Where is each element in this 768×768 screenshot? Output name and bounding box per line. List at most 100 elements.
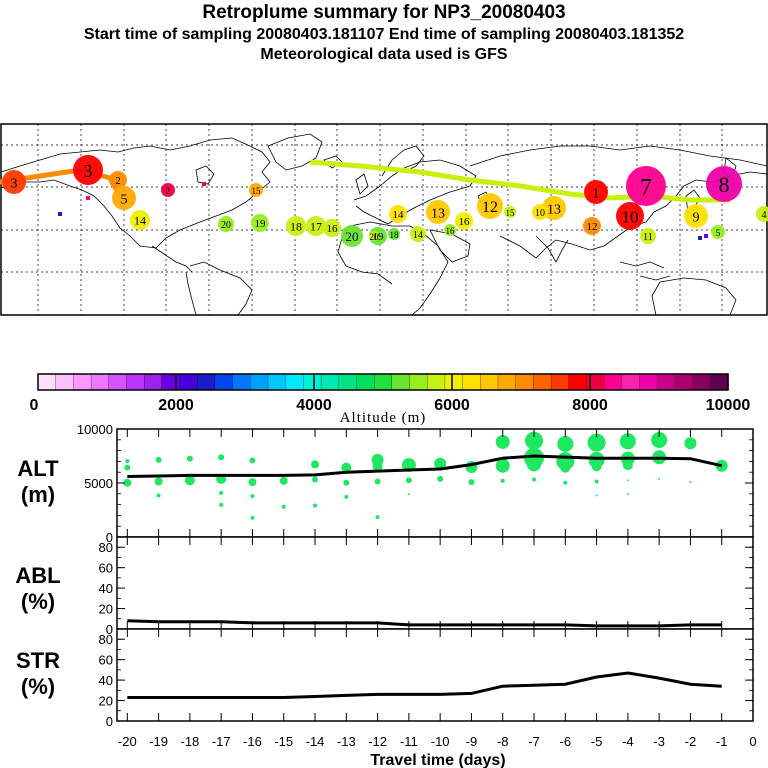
alt-panel-unit: (m) <box>21 482 55 507</box>
alt-plume-dot <box>619 433 636 450</box>
colorbar-cell <box>409 373 428 391</box>
plume-dot <box>444 224 456 236</box>
y-tick-label: 80 <box>99 540 113 555</box>
x-tick-label: -15 <box>274 734 293 749</box>
colorbar-tick-label: 10000 <box>706 397 751 414</box>
plume-day-label: 20 <box>370 232 380 242</box>
y-tick-label: 0 <box>106 530 113 545</box>
plume-day-label: 2 <box>115 175 121 187</box>
y-tick-label: 10000 <box>77 422 113 437</box>
alt-plume-dot <box>437 475 444 482</box>
x-tick-label: -14 <box>306 734 325 749</box>
plume-dot <box>532 204 548 220</box>
plume-day-label: 16 <box>459 216 471 228</box>
alt-plume-dot <box>372 461 383 472</box>
colorbar-cell <box>586 373 605 391</box>
colorbar-cell <box>179 373 198 391</box>
colorbar-cell <box>232 373 251 391</box>
plume-day-label: 9 <box>693 210 700 225</box>
alt-plume-dot <box>312 476 319 483</box>
colorbar-cell <box>161 373 181 391</box>
alt-plume-dots <box>123 431 728 520</box>
alt-plume-dot <box>249 457 256 464</box>
plume-dot <box>73 155 103 185</box>
colorbar-cell <box>108 373 128 391</box>
plume-day-label: 12 <box>587 221 598 233</box>
colorbar-cell <box>462 373 481 391</box>
y-tick-label: 5000 <box>84 476 113 491</box>
alt-plume-dot <box>500 478 505 483</box>
plume-day-label: 15 <box>506 208 516 218</box>
plume-marker <box>58 212 62 216</box>
colorbar-cell <box>285 373 305 391</box>
y-tick-label: 60 <box>99 653 113 668</box>
x-tick-label: -4 <box>622 734 634 749</box>
plume-marker <box>202 182 206 186</box>
alt-plume-dot <box>587 433 606 452</box>
plume-day-label: 7 <box>640 175 652 201</box>
x-tick-label: -10 <box>431 734 450 749</box>
plume-day-label: 20 <box>346 229 359 244</box>
x-tick-label: -13 <box>337 734 356 749</box>
alt-plume-dot <box>250 494 255 499</box>
plume-dot <box>218 216 234 232</box>
alt-plume-dot <box>594 479 599 484</box>
plume-dot <box>504 206 516 218</box>
colorbar-tick-label: 2000 <box>158 397 194 414</box>
x-tick-label: -18 <box>180 734 199 749</box>
x-tick-label: -17 <box>212 734 231 749</box>
plume-dot <box>323 219 341 237</box>
plume-dot <box>2 170 26 194</box>
x-tick-label: -11 <box>400 734 418 749</box>
y-tick-label: 40 <box>99 673 113 688</box>
colorbar-cells <box>37 373 729 391</box>
x-tick-label: -1 <box>716 734 728 749</box>
plume-day-label: 16 <box>327 223 339 235</box>
plume-day-label: 3 <box>11 176 18 191</box>
plume-dot <box>306 216 326 236</box>
abl-panel-label: ABL <box>15 563 60 588</box>
x-tick-label: -19 <box>149 734 168 749</box>
colorbar-cell <box>692 373 711 391</box>
plume-dot <box>640 228 656 244</box>
coast-britain <box>355 173 369 195</box>
plume-day-label: 12 <box>482 199 498 216</box>
alt-plume-dot <box>374 478 381 485</box>
alt-plume-dot <box>563 480 568 485</box>
colorbar-cell <box>497 373 517 391</box>
x-tick-label: 0 <box>749 734 756 749</box>
plume-day-label: 19 <box>255 218 267 230</box>
plume-dot <box>684 204 708 228</box>
plume-dot <box>410 226 426 242</box>
y-tick-label: 40 <box>99 581 113 596</box>
plume-day-label: 8 <box>719 172 730 197</box>
plume-dot <box>756 206 768 222</box>
plume-dot <box>161 183 175 197</box>
abl-panel-frame <box>116 536 754 630</box>
colorbar-cell <box>320 373 340 391</box>
colorbar-cell <box>639 373 658 391</box>
plume-marker <box>704 234 708 238</box>
colorbar-frame <box>37 373 729 391</box>
colorbar-cell <box>604 373 623 391</box>
colorbar-cell <box>444 373 464 391</box>
met-data-subtitle: Meteorological data used is GFS <box>260 46 508 63</box>
alt-plume-dot <box>527 457 542 472</box>
alt-plume-dot <box>495 434 510 449</box>
plume-day-label: 14 <box>393 209 405 221</box>
plume-day-label: 16 <box>446 226 456 236</box>
str-panel-unit: (%) <box>21 674 55 699</box>
colorbar-ticks <box>175 374 591 390</box>
plume-day-label: 13 <box>547 202 561 217</box>
colorbar-tick-label: 0 <box>30 397 39 414</box>
alt-plume-dot <box>684 437 697 450</box>
alt-plume-dot <box>341 462 352 473</box>
y-tick-label: 80 <box>99 632 113 647</box>
plume-day-label: 4 <box>762 210 767 221</box>
plume-dot <box>455 212 473 230</box>
alt-plume-dot <box>434 457 447 470</box>
plume-dot <box>388 228 400 240</box>
